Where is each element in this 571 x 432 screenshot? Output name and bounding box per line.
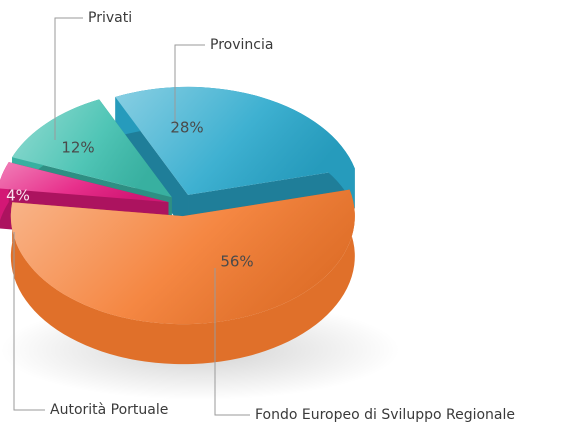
leader-line xyxy=(174,44,205,125)
category-label: Provincia xyxy=(210,37,273,53)
slice-highlight xyxy=(0,162,169,203)
category-label: Fondo Europeo di Sviluppo Regionale xyxy=(255,407,515,423)
category-label: Privati xyxy=(88,10,132,26)
pie-tops xyxy=(0,86,355,325)
leader-line xyxy=(214,268,250,416)
value-label: 56% xyxy=(220,253,253,271)
leader-line xyxy=(13,232,45,411)
slice-highlight xyxy=(12,99,172,198)
slice-side xyxy=(10,189,355,365)
value-label: 12% xyxy=(61,139,94,157)
slice-highlight xyxy=(10,189,355,325)
value-label: 28% xyxy=(170,119,203,137)
leader-line xyxy=(54,17,83,140)
category-label: Autorità Portuale xyxy=(50,402,168,418)
value-label: 4% xyxy=(6,187,30,205)
